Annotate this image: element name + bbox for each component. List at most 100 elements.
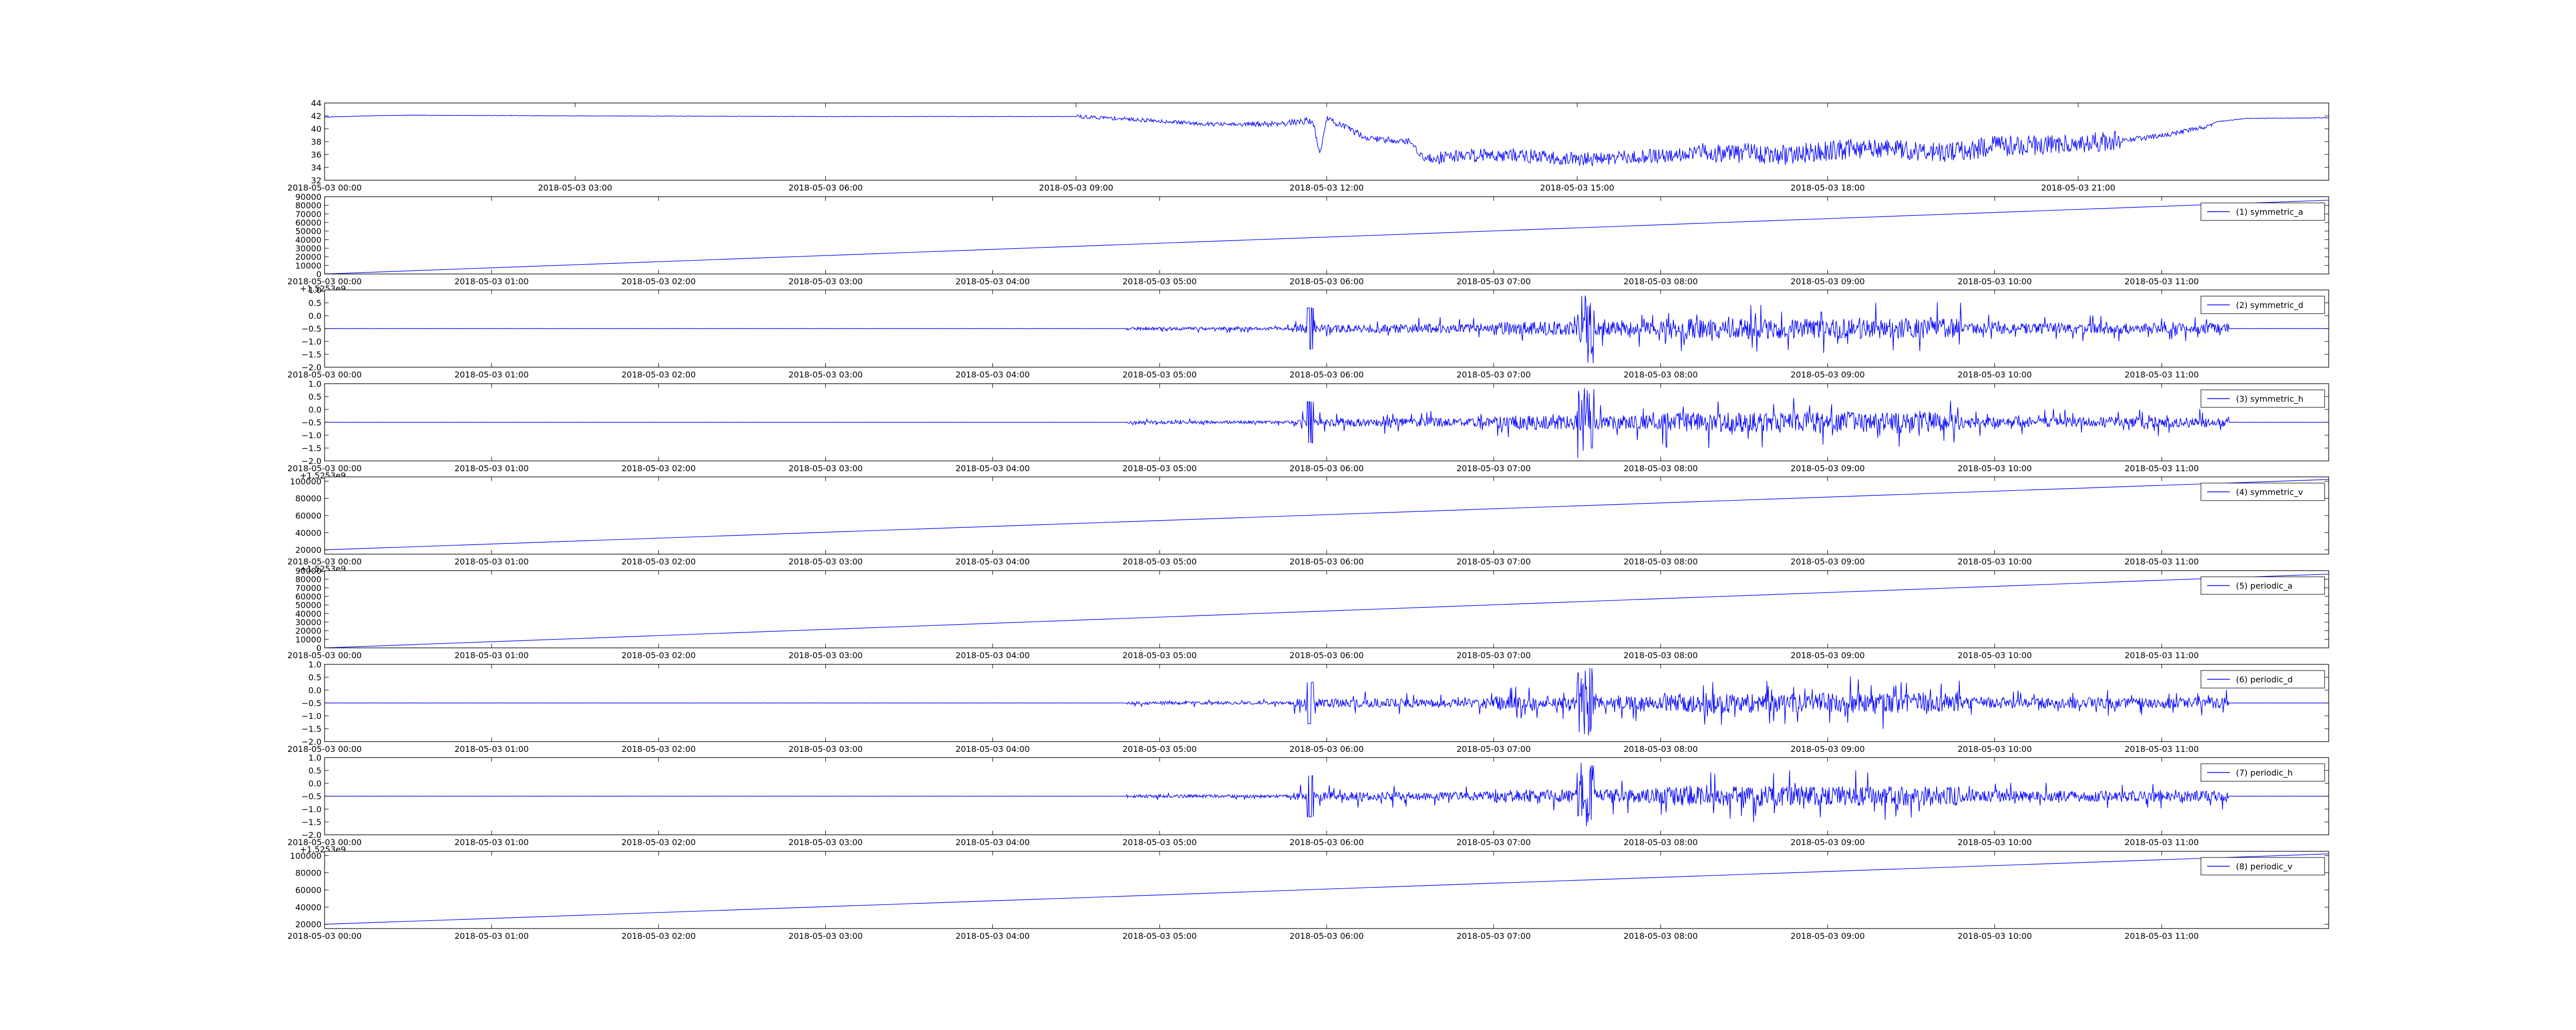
y-tick-label: 60000	[295, 592, 321, 602]
y-tick-label: 0.0	[309, 685, 321, 695]
x-tick-label: 2018-05-03 11:00	[2125, 277, 2199, 286]
x-tick-label: 2018-05-03 15:00	[1540, 183, 1614, 193]
x-tick-label: 2018-05-03 07:00	[1456, 277, 1531, 286]
x-tick-label: 2018-05-03 04:00	[956, 277, 1030, 286]
y-tick-label: 10000	[295, 634, 321, 644]
x-tick-label: 2018-05-03 03:00	[538, 183, 612, 193]
y-tick-label: −1.0	[301, 711, 321, 721]
series-line	[325, 574, 2329, 648]
x-tick-label: 2018-05-03 04:00	[956, 931, 1030, 941]
y-tick-label: 10000	[295, 261, 321, 270]
x-tick-label: 2018-05-03 05:00	[1123, 464, 1197, 473]
x-tick-label: 2018-05-03 10:00	[1958, 650, 2032, 660]
x-tick-label: 2018-05-03 02:00	[621, 931, 696, 941]
y-tick-label: −2.0	[301, 830, 321, 840]
x-tick-label: 2018-05-03 00:00	[287, 183, 362, 193]
x-tick-label: 2018-05-03 07:00	[1456, 837, 1531, 847]
y-tick-label: 80000	[295, 201, 321, 211]
axes-frame	[324, 851, 2329, 929]
legend-label: (2) symmetric_d	[2236, 300, 2303, 311]
y-tick-label: 40	[311, 124, 321, 134]
x-tick-label: 2018-05-03 01:00	[454, 464, 529, 473]
x-tick-label: 2018-05-03 11:00	[2125, 464, 2199, 473]
panel-p0: 32 34 36 38 40 42 44 2018-05-03 00:00 2018-05-03…	[287, 98, 2329, 193]
x-tick-label: 2018-05-03 03:00	[788, 370, 862, 380]
axes-frame	[324, 196, 2329, 274]
y-tick-label: 1.0	[309, 660, 321, 670]
axes-frame	[324, 757, 2329, 835]
y-tick-label: −0.5	[301, 324, 321, 334]
x-tick-label: 2018-05-03 04:00	[956, 370, 1030, 380]
axes-frame	[324, 664, 2329, 742]
series-line	[325, 479, 2329, 551]
y-tick-label: 38	[311, 137, 321, 147]
y-tick-label: −1.0	[301, 337, 321, 347]
y-tick-label: 80000	[295, 868, 321, 878]
series-line	[325, 388, 2329, 458]
x-tick-label: 2018-05-03 11:00	[2125, 557, 2199, 566]
plot-area	[325, 851, 2329, 929]
x-tick-label: 2018-05-03 04:00	[956, 650, 1030, 660]
y-tick-label: 100000	[290, 476, 321, 486]
series-line	[325, 114, 2329, 166]
x-tick-label: 2018-05-03 04:00	[956, 744, 1030, 754]
legend-label: (3) symmetric_h	[2236, 394, 2303, 404]
y-tick-label: −1.5	[301, 724, 321, 734]
y-tick-label: 32	[311, 176, 321, 185]
y-tick-label: 0.5	[309, 392, 321, 402]
y-tick-label: 44	[311, 98, 321, 108]
y-tick-label: −0.5	[301, 418, 321, 427]
x-tick-label: 2018-05-03 08:00	[1623, 277, 1698, 286]
x-tick-label: 2018-05-03 01:00	[454, 557, 529, 566]
y-tick-label: 50000	[295, 227, 321, 236]
y-tick-label: −2.0	[301, 363, 321, 372]
x-tick-label: 2018-05-03 07:00	[1456, 744, 1531, 754]
x-tick-label: 2018-05-03 09:00	[1790, 370, 1865, 380]
y-tick-label: 70000	[295, 583, 321, 593]
legend-label: (8) periodic_v	[2236, 862, 2292, 872]
y-tick-label: 80000	[295, 575, 321, 585]
x-tick-label: 2018-05-03 08:00	[1623, 370, 1698, 380]
x-tick-label: 2018-05-03 00:00	[287, 370, 362, 380]
x-tick-label: 2018-05-03 05:00	[1123, 557, 1197, 566]
x-tick-label: 2018-05-03 07:00	[1456, 370, 1531, 380]
panel-p1: 0100002000030000400005000060000700008000…	[287, 192, 2329, 294]
y-tick-label: 40000	[295, 528, 321, 538]
axes-frame	[324, 289, 2329, 368]
axes-frame	[324, 570, 2329, 648]
x-tick-label: 2018-05-03 06:00	[1290, 837, 1364, 847]
x-tick-label: 2018-05-03 08:00	[1623, 837, 1698, 847]
y-tick-label: −1.5	[301, 350, 321, 359]
x-tick-label: 2018-05-03 02:00	[621, 277, 696, 286]
x-tick-label: 2018-05-03 02:00	[621, 650, 696, 660]
series-line	[325, 200, 2329, 274]
x-tick-label: 2018-05-03 03:00	[788, 464, 862, 473]
axes-frame	[324, 476, 2329, 555]
y-tick-label: −1.0	[301, 431, 321, 440]
legend-label: (1) symmetric_a	[2236, 207, 2303, 217]
y-tick-label: 90000	[295, 566, 321, 576]
x-tick-label: 2018-05-03 00:00	[287, 464, 362, 473]
series-line	[325, 295, 2329, 364]
y-tick-label: −0.5	[301, 792, 321, 801]
y-tick-label: 90000	[295, 192, 321, 202]
x-tick-label: 2018-05-03 11:00	[2125, 370, 2199, 380]
y-tick-label: 20000	[295, 545, 321, 555]
x-tick-label: 2018-05-03 08:00	[1623, 931, 1698, 941]
x-tick-label: 2018-05-03 09:00	[1790, 650, 1865, 660]
x-tick-label: 2018-05-03 02:00	[621, 837, 696, 847]
x-tick-label: 2018-05-03 06:00	[1290, 464, 1364, 473]
x-tick-label: 2018-05-03 02:00	[621, 464, 696, 473]
y-tick-label: 60000	[295, 218, 321, 228]
legend-label: (7) periodic_h	[2236, 768, 2293, 778]
x-tick-label: 2018-05-03 01:00	[454, 650, 529, 660]
x-tick-label: 2018-05-03 09:00	[1039, 183, 1113, 193]
y-tick-label: 40000	[295, 235, 321, 245]
y-tick-label: 42	[311, 111, 321, 121]
x-tick-label: 2018-05-03 02:00	[621, 557, 696, 566]
x-tick-label: 2018-05-03 05:00	[1123, 744, 1197, 754]
y-tick-label: −1.5	[301, 817, 321, 827]
x-tick-label: 2018-05-03 10:00	[1958, 277, 2032, 286]
y-tick-label: 80000	[295, 494, 321, 504]
x-tick-label: 2018-05-03 11:00	[2125, 931, 2199, 941]
